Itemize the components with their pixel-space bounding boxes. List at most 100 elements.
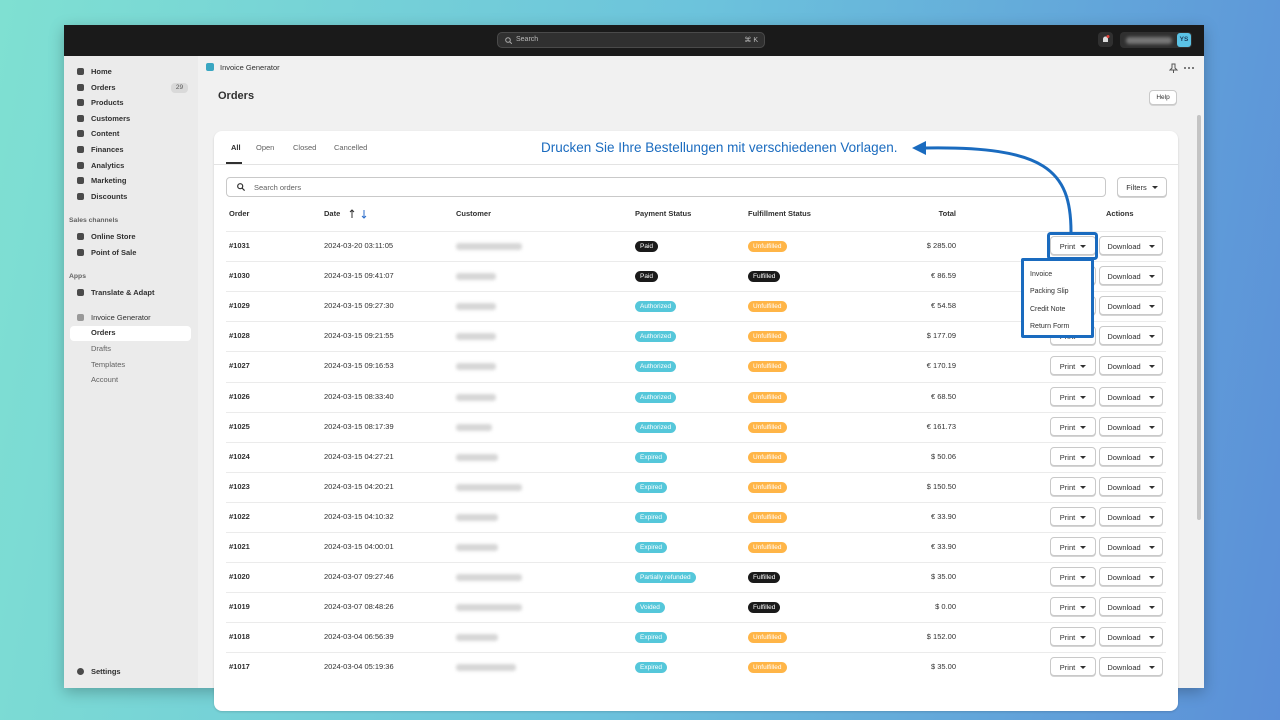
payment-badge: Expired: [635, 511, 668, 523]
notifications[interactable]: [1098, 32, 1113, 47]
fulfillment-badge: Fulfilled: [748, 602, 781, 614]
print-button[interactable]: Print: [1050, 567, 1096, 587]
customer-blurred: [456, 363, 496, 371]
row-divider: [226, 321, 1166, 323]
order-number[interactable]: #1024: [229, 451, 250, 461]
menu-item[interactable]: Credit Note: [1030, 305, 1066, 313]
order-search[interactable]: Search orders: [226, 177, 1106, 197]
menu-item[interactable]: Packing Slip: [1030, 288, 1069, 296]
order-number[interactable]: #1020: [229, 572, 250, 582]
nav-item[interactable]: Translate & Adapt: [91, 288, 155, 297]
help-button[interactable]: Help: [1149, 90, 1177, 105]
order-number[interactable]: #1022: [229, 511, 250, 521]
menu-item[interactable]: Return Form: [1030, 322, 1070, 330]
nav-item[interactable]: Customers: [91, 114, 131, 123]
print-button[interactable]: Print: [1050, 476, 1096, 496]
print-button[interactable]: Print: [1050, 386, 1096, 406]
download-button[interactable]: Download: [1099, 416, 1163, 436]
row-divider: [226, 622, 1166, 624]
app-nav-item[interactable]: Templates: [91, 360, 126, 369]
order-number[interactable]: #1017: [229, 662, 250, 672]
print-button[interactable]: Print: [1050, 356, 1096, 376]
nav-item[interactable]: Content: [91, 129, 120, 138]
scrollbar: [1197, 115, 1201, 520]
nav-item[interactable]: Settings: [91, 667, 121, 676]
menu-item[interactable]: Invoice: [1030, 271, 1053, 278]
payment-badge: Authorized: [635, 391, 677, 403]
customer-blurred: [456, 574, 522, 582]
order-number[interactable]: #1021: [229, 542, 250, 551]
tab[interactable]: All: [231, 143, 241, 152]
nav-icon: [77, 99, 84, 106]
order-number[interactable]: #1018: [229, 632, 250, 642]
filters-button[interactable]: Filters: [1117, 177, 1167, 197]
download-button[interactable]: Download: [1099, 296, 1163, 316]
download-button[interactable]: Download: [1099, 627, 1163, 647]
download-button[interactable]: Download: [1099, 567, 1163, 587]
download-button[interactable]: Download: [1099, 386, 1163, 406]
download-button[interactable]: Download: [1099, 266, 1163, 286]
nav-item[interactable]: Finances: [91, 145, 124, 154]
order-number[interactable]: #1025: [229, 421, 250, 431]
row-divider: [226, 381, 1166, 383]
order-total: € 33.90: [930, 542, 956, 551]
tab[interactable]: Open: [256, 143, 275, 152]
download-button[interactable]: Download: [1099, 657, 1163, 677]
nav-item[interactable]: Analytics: [91, 161, 125, 170]
customer-blurred: [456, 604, 522, 612]
order-number[interactable]: #1027: [229, 361, 250, 371]
nav-icon: [77, 130, 84, 137]
print-button[interactable]: Print: [1050, 627, 1096, 647]
row-divider: [226, 562, 1166, 564]
print-button[interactable]: Print: [1050, 236, 1096, 255]
order-number[interactable]: #1019: [229, 602, 250, 612]
nav-item[interactable]: Discounts: [91, 192, 128, 201]
download-button[interactable]: Download: [1099, 326, 1163, 346]
section-title[interactable]: Apps: [69, 273, 86, 280]
app-nav-item[interactable]: Account: [91, 375, 119, 384]
print-button[interactable]: Print: [1050, 446, 1096, 466]
print-button[interactable]: Print: [1050, 597, 1096, 617]
nav-item[interactable]: Online Store: [91, 232, 136, 241]
download-button[interactable]: Download: [1099, 537, 1163, 556]
download-button[interactable]: Download: [1099, 506, 1163, 526]
download-button[interactable]: Download: [1099, 356, 1163, 376]
download-label: Download: [1107, 422, 1141, 432]
global-search[interactable]: Search ⌘ K: [497, 32, 765, 48]
tab[interactable]: Closed: [293, 143, 317, 152]
store-menu[interactable]: YS: [1120, 32, 1192, 48]
order-number[interactable]: #1030: [229, 271, 250, 281]
tab[interactable]: Cancelled: [334, 143, 368, 152]
print-button[interactable]: Print: [1050, 657, 1096, 677]
customer-blurred: [456, 243, 522, 250]
app-nav-item[interactable]: Drafts: [91, 344, 112, 353]
nav-icon: [77, 314, 84, 321]
customer-blurred: [456, 393, 496, 401]
app-nav-item[interactable]: Orders: [91, 328, 116, 337]
section-title[interactable]: Sales channels: [69, 217, 119, 224]
nav-item[interactable]: Products: [91, 98, 124, 107]
order-number[interactable]: #1029: [229, 301, 250, 311]
download-button[interactable]: Download: [1099, 597, 1163, 617]
order-number[interactable]: #1023: [229, 481, 250, 491]
print-button[interactable]: Print: [1050, 537, 1096, 556]
order-number[interactable]: #1028: [229, 331, 250, 341]
download-button[interactable]: Download: [1099, 476, 1163, 496]
print-label: Print: [1059, 362, 1076, 372]
order-number[interactable]: #1026: [229, 391, 250, 401]
nav-item[interactable]: Invoice Generator: [91, 313, 151, 322]
download-button[interactable]: Download: [1099, 236, 1163, 255]
nav-item[interactable]: Marketing: [91, 176, 127, 185]
nav-item[interactable]: Home: [91, 67, 112, 76]
print-button[interactable]: Print: [1050, 506, 1096, 526]
header-icons[interactable]: [1169, 63, 1195, 73]
nav-item[interactable]: Orders: [91, 83, 116, 92]
column-header[interactable]: Date: [324, 209, 341, 218]
print-button[interactable]: Print: [1050, 416, 1096, 436]
sort-icon[interactable]: [349, 209, 371, 219]
payment-badge: Authorized: [635, 301, 677, 313]
nav-item[interactable]: Point of Sale: [91, 248, 137, 257]
download-button[interactable]: Download: [1099, 446, 1163, 466]
tab-underline: [226, 162, 242, 164]
order-number[interactable]: #1031: [229, 241, 250, 250]
